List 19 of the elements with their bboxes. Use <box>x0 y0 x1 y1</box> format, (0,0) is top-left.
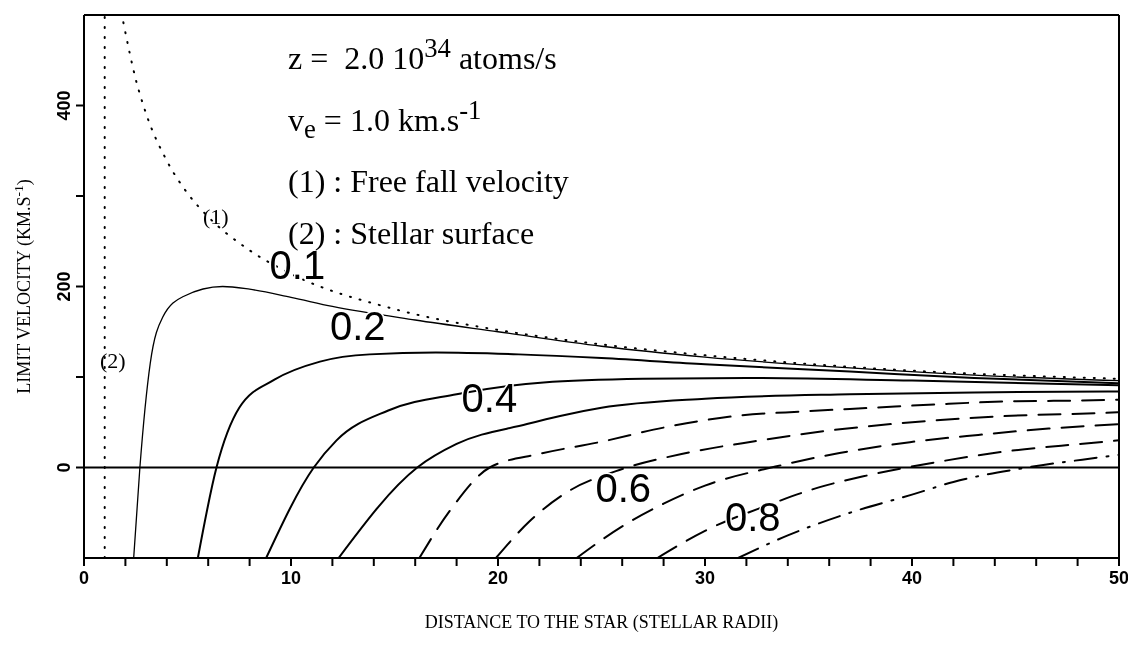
x-tick-label: 30 <box>694 568 716 588</box>
x-tick-label: 0 <box>78 568 90 588</box>
x-tick-label: 10 <box>280 568 302 588</box>
annotation: v$_{e}$ = 1.0 km.s$^{-1}$ <box>288 93 483 146</box>
x-tick-label: 20 <box>487 568 509 588</box>
annotation: (1) : Free fall velocity <box>288 161 569 201</box>
annotation: z = 2.0 10$^{34}$ atoms/s <box>288 32 558 78</box>
y-tick-label: 200 <box>54 271 74 302</box>
x-axis-title: DISTANCE TO THE STAR (STELLAR RADII) <box>424 612 779 633</box>
y-tick-label: 0 <box>54 462 74 473</box>
x-tick-label: 50 <box>1108 568 1130 588</box>
series-label: 0.4 <box>461 375 518 420</box>
annotation: (2) <box>100 348 126 374</box>
y-tick-label: 400 <box>54 90 74 121</box>
series-label: 0.6 <box>595 466 652 511</box>
series-label: 0.2 <box>329 303 386 348</box>
annotation: (1) <box>203 204 229 230</box>
series-label: 0.8 <box>725 494 781 539</box>
x-tick-label: 40 <box>901 568 923 588</box>
